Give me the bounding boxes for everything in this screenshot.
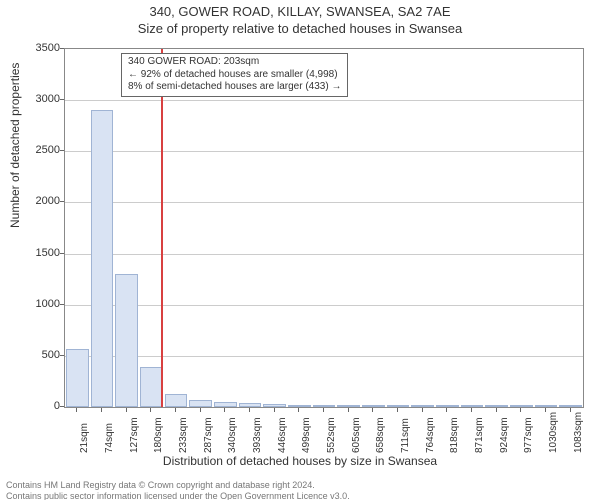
- y-tick-label: 3000: [8, 93, 60, 105]
- attribution-line: Contains public sector information licen…: [6, 491, 350, 500]
- x-tick-mark: [348, 408, 349, 412]
- x-tick-mark: [76, 408, 77, 412]
- x-tick-label: 764sqm: [425, 417, 436, 453]
- x-tick-label: 818sqm: [449, 417, 460, 453]
- x-tick-mark: [249, 408, 250, 412]
- y-tick-label: 1500: [8, 247, 60, 259]
- chart-title: Size of property relative to detached ho…: [0, 21, 600, 36]
- x-tick-mark: [298, 408, 299, 412]
- histogram-bar: [165, 394, 188, 407]
- x-tick-label: 658sqm: [375, 417, 386, 453]
- x-tick-label: 287sqm: [203, 417, 214, 453]
- x-tick-mark: [126, 408, 127, 412]
- x-tick-mark: [274, 408, 275, 412]
- histogram-bar: [535, 405, 558, 407]
- x-tick-mark: [372, 408, 373, 412]
- info-box-line: 8% of semi-detached houses are larger (4…: [128, 81, 341, 94]
- x-tick-label: 446sqm: [277, 417, 288, 453]
- histogram-bar: [115, 274, 138, 407]
- x-tick-label: 499sqm: [301, 417, 312, 453]
- attribution-line: Contains HM Land Registry data © Crown c…: [6, 480, 350, 491]
- x-tick-label: 393sqm: [252, 417, 263, 453]
- info-box-line: 340 GOWER ROAD: 203sqm: [128, 56, 341, 69]
- x-tick-mark: [446, 408, 447, 412]
- x-tick-mark: [471, 408, 472, 412]
- histogram-bar: [411, 405, 434, 407]
- histogram-bar: [436, 405, 459, 407]
- info-box-line: ← 92% of detached houses are smaller (4,…: [128, 69, 341, 82]
- y-tick-label: 2000: [8, 195, 60, 207]
- x-tick-label: 711sqm: [400, 418, 411, 453]
- x-tick-label: 605sqm: [351, 417, 362, 453]
- x-tick-mark: [422, 408, 423, 412]
- x-tick-label: 552sqm: [326, 417, 337, 453]
- x-tick-label: 1083sqm: [573, 412, 584, 453]
- plot-area: 340 GOWER ROAD: 203sqm← 92% of detached …: [64, 48, 584, 408]
- y-tick-mark: [60, 253, 64, 254]
- x-tick-label: 977sqm: [523, 417, 534, 453]
- x-tick-mark: [570, 408, 571, 412]
- x-tick-mark: [150, 408, 151, 412]
- histogram-bar: [214, 402, 237, 407]
- x-tick-mark: [323, 408, 324, 412]
- gridline: [65, 305, 583, 306]
- x-tick-label: 340sqm: [227, 417, 238, 453]
- x-tick-label: 924sqm: [499, 417, 510, 453]
- x-tick-mark: [200, 408, 201, 412]
- y-tick-mark: [60, 406, 64, 407]
- histogram-bar: [337, 405, 360, 407]
- gridline: [65, 254, 583, 255]
- y-tick-label: 0: [8, 400, 60, 412]
- x-tick-label: 871sqm: [474, 417, 485, 453]
- histogram-bar: [559, 405, 582, 407]
- x-tick-label: 233sqm: [178, 417, 189, 453]
- chart-supertitle: 340, GOWER ROAD, KILLAY, SWANSEA, SA2 7A…: [0, 4, 600, 19]
- chart-container: 340, GOWER ROAD, KILLAY, SWANSEA, SA2 7A…: [0, 4, 600, 500]
- y-tick-mark: [60, 99, 64, 100]
- histogram-bar: [239, 403, 262, 407]
- y-tick-label: 1000: [8, 298, 60, 310]
- y-tick-mark: [60, 201, 64, 202]
- histogram-bar: [91, 110, 114, 407]
- histogram-bar: [313, 405, 336, 407]
- x-tick-mark: [397, 408, 398, 412]
- x-tick-mark: [520, 408, 521, 412]
- histogram-bar: [387, 405, 410, 407]
- y-tick-label: 500: [8, 349, 60, 361]
- y-tick-label: 2500: [8, 144, 60, 156]
- histogram-bar: [510, 405, 533, 407]
- x-tick-mark: [101, 408, 102, 412]
- x-tick-mark: [545, 408, 546, 412]
- x-tick-mark: [496, 408, 497, 412]
- x-tick-label: 127sqm: [129, 417, 140, 453]
- x-tick-mark: [224, 408, 225, 412]
- histogram-bar: [189, 400, 212, 407]
- histogram-bar: [362, 405, 385, 407]
- y-tick-mark: [60, 355, 64, 356]
- x-tick-label: 1030sqm: [548, 412, 559, 453]
- x-axis-label: Distribution of detached houses by size …: [0, 454, 600, 468]
- gridline: [65, 202, 583, 203]
- y-tick-mark: [60, 150, 64, 151]
- attribution-text: Contains HM Land Registry data © Crown c…: [6, 480, 350, 500]
- y-tick-label: 3500: [8, 42, 60, 54]
- histogram-bar: [263, 404, 286, 407]
- gridline: [65, 356, 583, 357]
- histogram-bar: [140, 367, 163, 407]
- histogram-bar: [288, 405, 311, 407]
- marker-line: [161, 49, 163, 407]
- histogram-bar: [66, 349, 89, 407]
- histogram-bar: [461, 405, 484, 407]
- gridline: [65, 100, 583, 101]
- y-tick-mark: [60, 304, 64, 305]
- x-tick-label: 21sqm: [79, 423, 90, 453]
- x-tick-mark: [175, 408, 176, 412]
- x-tick-label: 180sqm: [153, 417, 164, 453]
- x-tick-label: 74sqm: [104, 423, 115, 453]
- gridline: [65, 151, 583, 152]
- histogram-bar: [485, 405, 508, 407]
- y-tick-mark: [60, 48, 64, 49]
- info-box: 340 GOWER ROAD: 203sqm← 92% of detached …: [121, 53, 348, 97]
